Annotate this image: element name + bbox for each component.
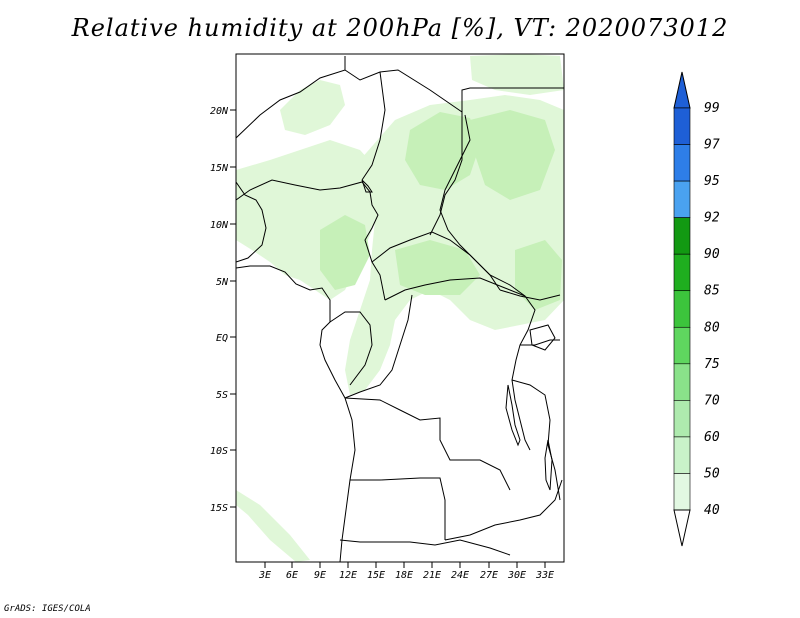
colorbar-segment [673,363,691,401]
humidity-core-eastafrica [515,240,562,310]
lon-label-15e: 15E [367,570,385,581]
colorbar-segment [673,144,691,182]
lon-label-27e: 27E [480,570,498,581]
lake-victoria [529,324,556,351]
lat-label-10s: 10S [210,446,228,457]
lake-chad [361,179,373,193]
colorbar-segment [673,400,691,438]
colorbar: 99 97 95 92 90 85 80 75 70 60 50 40 [673,71,720,547]
border-zambia [444,479,563,541]
lon-axis [264,562,546,568]
colorbar-label: 97 [704,138,720,153]
colorbar-segment [673,217,691,255]
map-frame [235,53,565,563]
lon-label-33e: 33E [535,570,554,581]
humidity-core-cameroon [320,215,370,290]
country-borders [236,56,564,562]
map-title: Relative humidity at 200hPa [%], VT: 202… [71,14,729,42]
border-algeria-niger [344,56,386,181]
border-congo-drc [344,294,413,399]
humidity-area-northwest [280,80,345,135]
humidity-streak-south [236,490,310,562]
lat-label-5n: 5N [216,277,229,288]
lon-label-24e: 24E [451,570,469,581]
colorbar-label: 70 [704,393,720,408]
colorbar-segment [673,107,691,145]
humidity-shading [236,54,564,562]
humidity-core-chad [405,112,480,190]
colorbar-segment [673,473,691,511]
lat-label-20n: 20N [210,106,229,117]
humidity-area-north [470,54,564,95]
humidity-core-car [395,240,480,295]
lon-label-3e: 3E [258,570,271,581]
lon-label-9e: 9E [314,570,326,581]
colorbar-label: 60 [704,430,720,445]
border-car [371,231,526,297]
humidity-core-sudan [470,110,555,200]
lon-label-21e: 21E [423,570,441,581]
colorbar-label: 90 [704,247,720,262]
border-south [339,539,511,556]
lake-malawi [544,439,553,491]
colorbar-label: 40 [704,503,720,518]
lat-label-eq: EQ [216,333,228,344]
colorbar-label: 50 [704,466,720,481]
colorbar-label: 95 [704,174,720,189]
colorbar-label: 80 [704,320,720,335]
border-angola [344,397,511,540]
lat-axis [230,109,236,508]
lon-label-18e: 18E [395,570,413,581]
lat-label-15n: 15N [210,163,229,174]
colorbar-label: 75 [704,357,720,372]
lat-label-15s: 15S [210,503,228,514]
colorbar-segment [673,436,691,474]
colorbar-segment [673,180,691,218]
colorbar-segment [673,290,691,328]
colorbar-bottom-arrow [673,509,691,547]
colorbar-segment [673,326,691,365]
lon-label-6e: 6E [286,570,298,581]
lon-label-12e: 12E [339,570,357,581]
colorbar-top-arrow [673,71,691,109]
coastline [236,181,356,562]
lat-label-5s: 5S [216,390,228,401]
colorbar-segment [673,253,691,292]
border-niger-chad [429,112,463,236]
colorbar-label: 99 [704,101,720,116]
grads-credit: GrADS: IGES/COLA [4,604,91,614]
colorbar-label: 92 [704,211,720,226]
border-eastafrica [499,289,561,501]
lat-label-10n: 10N [210,220,229,231]
lake-tanganyika [505,384,521,447]
border-drc-north [384,277,536,451]
colorbar-label: 85 [704,284,720,299]
lon-label-30e: 30E [507,570,526,581]
border-gabon [329,311,373,386]
